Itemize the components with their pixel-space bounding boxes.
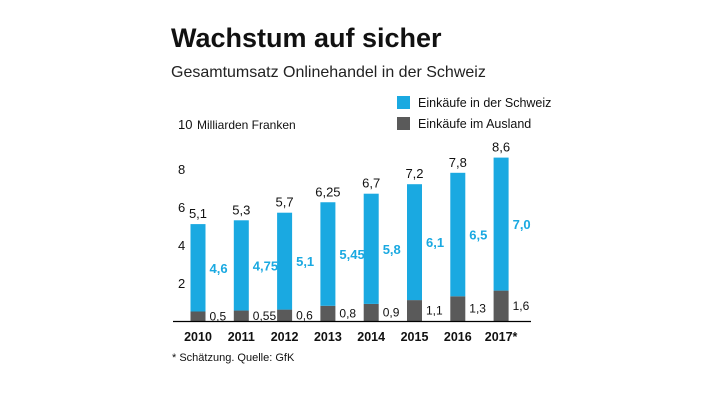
total-value-label: 5,1 xyxy=(189,206,207,221)
abroad-value-label: 0,8 xyxy=(339,306,356,320)
switzerland-value-label: 5,1 xyxy=(296,254,314,269)
abroad-value-label: 0,9 xyxy=(383,305,400,319)
switzerland-value-label: 7,0 xyxy=(513,217,531,232)
legend-swatch xyxy=(397,117,410,130)
chart-subtitle: Gesamtumsatz Onlinehandel in der Schweiz xyxy=(171,64,486,81)
switzerland-value-label: 6,5 xyxy=(469,228,487,243)
total-value-label: 5,7 xyxy=(276,195,294,210)
x-tick-label: 2011 xyxy=(228,330,255,344)
total-value-label: 6,25 xyxy=(315,184,340,199)
legend-label: Einkäufe im Ausland xyxy=(418,117,531,131)
x-tick-label: 2016 xyxy=(444,330,472,344)
y-axis-ticks: 2 4 6 8 10 xyxy=(178,117,192,291)
bar-abroad xyxy=(363,303,379,321)
legend-swatch xyxy=(397,96,410,109)
y-tick-label: 2 xyxy=(178,276,185,291)
x-axis-labels: 2010 2011 2012 2013 2014 2015 2016 2017* xyxy=(184,330,517,344)
x-tick-label: 2015 xyxy=(401,330,429,344)
chart-title: Wachstum auf sicher xyxy=(171,23,442,53)
bar-abroad xyxy=(450,296,466,321)
switzerland-value-label: 6,1 xyxy=(426,235,444,250)
total-value-label: 6,7 xyxy=(362,176,380,191)
bar-switzerland xyxy=(450,172,466,297)
bar-switzerland xyxy=(320,202,336,306)
abroad-value-label: 1,6 xyxy=(513,299,530,313)
y-tick-label: 4 xyxy=(178,238,185,253)
y-tick-label: 8 xyxy=(178,162,185,177)
bar-abroad xyxy=(277,309,293,321)
abroad-value-label: 0,6 xyxy=(296,308,313,322)
bar-abroad xyxy=(493,290,509,321)
abroad-value-label: 0,55 xyxy=(253,309,277,323)
total-value-label: 7,2 xyxy=(405,166,423,181)
bar-switzerland xyxy=(277,212,293,310)
x-tick-label: 2013 xyxy=(314,330,342,344)
bar-abroad xyxy=(233,310,249,321)
bar-abroad xyxy=(407,300,422,321)
y-tick-label: 10 xyxy=(178,117,192,132)
abroad-value-label: 0,5 xyxy=(210,309,227,323)
y-tick-label: 6 xyxy=(178,200,185,215)
x-tick-label: 2010 xyxy=(184,330,212,344)
x-tick-label: 2017* xyxy=(485,330,518,344)
bars: 5,1 4,6 0,5 5,3 4,75 0,55 5,7 5,1 0,6 6,25 5,45 0,8… xyxy=(189,140,531,324)
abroad-value-label: 1,1 xyxy=(426,304,443,318)
total-value-label: 8,6 xyxy=(492,140,510,155)
footnote: * Schätzung. Quelle: GfK xyxy=(172,352,295,364)
total-value-label: 7,8 xyxy=(449,155,467,170)
switzerland-value-label: 5,8 xyxy=(383,242,401,257)
bar-abroad xyxy=(320,305,336,321)
y-axis-unit-label: Milliarden Franken xyxy=(197,118,296,132)
bar-switzerland xyxy=(233,220,249,311)
abroad-value-label: 1,3 xyxy=(469,302,486,316)
bar-switzerland xyxy=(407,184,422,301)
bar-abroad xyxy=(190,311,206,321)
switzerland-value-label: 4,6 xyxy=(210,261,228,276)
x-tick-label: 2012 xyxy=(271,330,299,344)
bar-switzerland xyxy=(363,193,379,304)
total-value-label: 5,3 xyxy=(232,202,250,217)
switzerland-value-label: 4,75 xyxy=(253,258,278,273)
bar-switzerland xyxy=(190,224,206,312)
bar-switzerland xyxy=(493,157,509,291)
legend-label: Einkäufe in der Schweiz xyxy=(418,96,551,110)
switzerland-value-label: 5,45 xyxy=(339,247,364,262)
x-tick-label: 2014 xyxy=(357,330,385,344)
legend: Einkäufe in der Schweiz Einkäufe im Ausla… xyxy=(397,96,551,131)
